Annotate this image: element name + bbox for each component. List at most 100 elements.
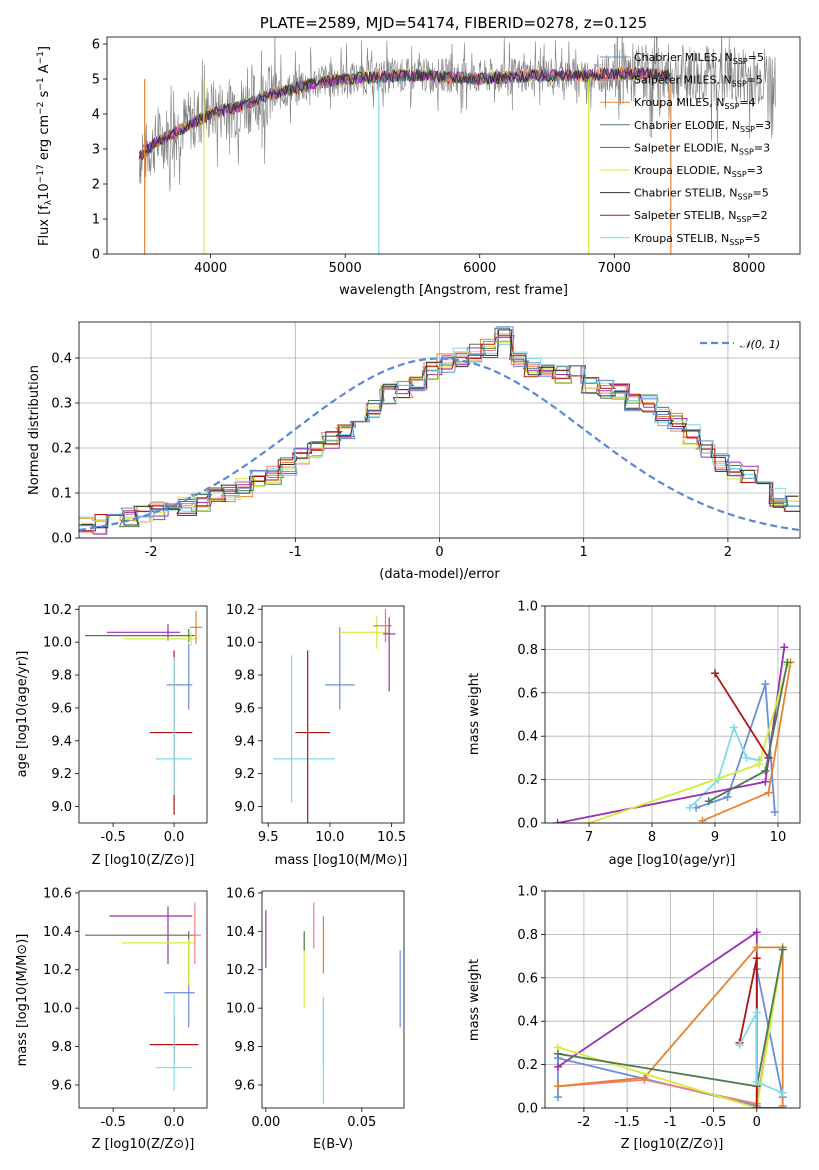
weight-marker xyxy=(553,819,562,823)
x-tick-label: -0.5 xyxy=(100,1115,125,1130)
y-axis-label: mass weight xyxy=(467,959,482,1041)
weight-marker xyxy=(778,945,787,954)
y-tick-label: 9.2 xyxy=(51,767,72,782)
legend-label: Salpeter MILES, NSSP=5 xyxy=(634,74,763,89)
legend: Chabrier MILES, NSSP=5 Salpeter MILES, NS… xyxy=(600,51,771,247)
panel-Z_vs_mass: -0.5 0.0 9.6 9.8 10.0 10.2 10.4 10.6 mass [log10… xyxy=(15,886,208,1152)
legend-label: Chabrier MILES, NSSP=5 xyxy=(634,51,764,66)
y-tick-label: 1.0 xyxy=(517,600,538,615)
weight-marker xyxy=(742,753,751,762)
x-axis-label: Z [log10(Z/Z⊙)] xyxy=(92,1137,195,1152)
x-tick-label: 8000 xyxy=(732,261,765,276)
weight-marker xyxy=(729,723,738,732)
axes-frame xyxy=(106,36,801,255)
plot-area xyxy=(265,902,401,1105)
weight-line xyxy=(738,1012,784,1094)
x-tick-label: 8 xyxy=(648,830,656,845)
x-tick-label: 5000 xyxy=(329,261,362,276)
weight-marker xyxy=(711,669,719,678)
y-tick-label: 9.2 xyxy=(234,767,255,782)
y-tick-label: 9.6 xyxy=(234,1078,255,1093)
x-tick-label: 6000 xyxy=(463,261,496,276)
weight-marker xyxy=(752,954,761,963)
x-tick-label: 0.0 xyxy=(164,830,185,845)
plot-area xyxy=(79,326,800,535)
y-axis-label: age [log10(age/yr)] xyxy=(15,651,30,778)
weight-marker xyxy=(585,819,594,823)
x-axis-label: wavelength [Angstrom, rest frame] xyxy=(339,283,568,298)
y-tick-label: 10.2 xyxy=(43,963,72,978)
y-tick-label: 10.0 xyxy=(43,636,72,651)
y-tick-label: 0.0 xyxy=(51,532,72,547)
weight-marker xyxy=(752,943,761,952)
histogram-series xyxy=(79,338,799,521)
y-tick-label: 0.2 xyxy=(51,442,72,457)
y-tick-label: 10.4 xyxy=(226,925,255,940)
x-tick-label: 1 xyxy=(580,545,588,560)
y-tick-label: 0.2 xyxy=(517,773,538,788)
x-tick-label: 0 xyxy=(753,1115,761,1130)
x-tick-label: -1 xyxy=(289,545,302,560)
x-axis-label: age [log10(age/yr)] xyxy=(609,853,736,868)
y-tick-label: 10.2 xyxy=(43,603,72,618)
x-tick-label: 0.0 xyxy=(164,1115,185,1130)
axes-frame xyxy=(78,605,208,824)
x-tick-label: 10.0 xyxy=(315,830,344,845)
x-tick-label: 7 xyxy=(585,830,593,845)
panel-mass_vs_age: 9.5 10.0 10.5 9.0 9.2 9.4 9.6 9.8 10.0 10.2 mass [… xyxy=(226,603,407,868)
y-tick-label: 0.4 xyxy=(51,352,72,367)
weight-line xyxy=(714,672,770,759)
weight-marker xyxy=(761,777,770,786)
weight-marker xyxy=(780,643,789,652)
y-tick-label: 1 xyxy=(92,213,100,228)
x-tick-label: -0.5 xyxy=(100,830,125,845)
x-tick-label: 0 xyxy=(435,545,443,560)
x-axis-label: Z [log10(Z/Z⊙)] xyxy=(92,853,195,868)
y-tick-label: 9.8 xyxy=(51,669,72,684)
y-tick-label: 0.4 xyxy=(517,1015,538,1030)
y-tick-label: 0.3 xyxy=(51,397,72,412)
x-tick-label: 2 xyxy=(724,545,732,560)
y-tick-label: 10.6 xyxy=(43,886,72,901)
histogram-series xyxy=(80,342,800,522)
y-tick-label: 10.0 xyxy=(226,1002,255,1017)
legend-label: 𝒩(0, 1) xyxy=(740,338,780,351)
y-tick-label: 1.0 xyxy=(517,885,538,900)
legend-label: Salpeter ELODIE, NSSP=3 xyxy=(634,141,770,156)
panel-age_vs_massweight: 7 8 9 10 0.0 0.2 0.4 0.6 0.8 1.0 age [log10(age/yr… xyxy=(467,600,801,868)
plot-area xyxy=(273,609,396,823)
plot-area xyxy=(85,902,201,1091)
plot-area xyxy=(553,928,787,1108)
x-tick-label: 7000 xyxy=(598,261,631,276)
y-tick-label: 9.0 xyxy=(51,800,72,815)
y-tick-label: 9.6 xyxy=(51,701,72,716)
axes-frame xyxy=(78,890,208,1109)
weight-line xyxy=(557,647,786,823)
weight-marker xyxy=(752,1077,761,1086)
x-tick-label: 4000 xyxy=(194,261,227,276)
x-tick-label: -2 xyxy=(577,1115,590,1130)
weight-marker xyxy=(761,766,770,775)
x-tick-label: -2 xyxy=(145,545,158,560)
legend-label: Kroupa STELIB, NSSP=5 xyxy=(634,232,760,247)
x-tick-label: 9 xyxy=(711,830,719,845)
y-tick-label: 0 xyxy=(92,248,100,263)
y-tick-label: 10.0 xyxy=(226,636,255,651)
x-tick-label: -0.5 xyxy=(701,1115,726,1130)
y-tick-label: 10.6 xyxy=(226,886,255,901)
x-tick-label: 10.5 xyxy=(377,830,406,845)
legend-label: Kroupa ELODIE, NSSP=3 xyxy=(634,164,763,179)
y-tick-label: 0.6 xyxy=(517,971,538,986)
weight-marker xyxy=(553,1082,562,1091)
x-tick-label: 10 xyxy=(770,830,787,845)
x-axis-label: mass [log10(M/M⊙)] xyxy=(275,853,408,868)
y-tick-label: 9.8 xyxy=(234,1040,255,1055)
weight-marker xyxy=(735,1041,744,1050)
x-axis-label: Z [log10(Z/Z⊙)] xyxy=(621,1137,724,1152)
weight-marker xyxy=(752,1104,761,1108)
legend-label: Chabrier ELODIE, NSSP=3 xyxy=(634,119,771,134)
panel-Z_vs_massweight: -2 -1.5 -1 -0.5 0 0.0 0.2 0.4 0.6 0.8 1.0 Z [log10(… xyxy=(467,885,801,1152)
y-tick-label: 9.8 xyxy=(51,1040,72,1055)
model-spectrum-line xyxy=(138,66,671,161)
weight-marker xyxy=(553,1062,562,1071)
